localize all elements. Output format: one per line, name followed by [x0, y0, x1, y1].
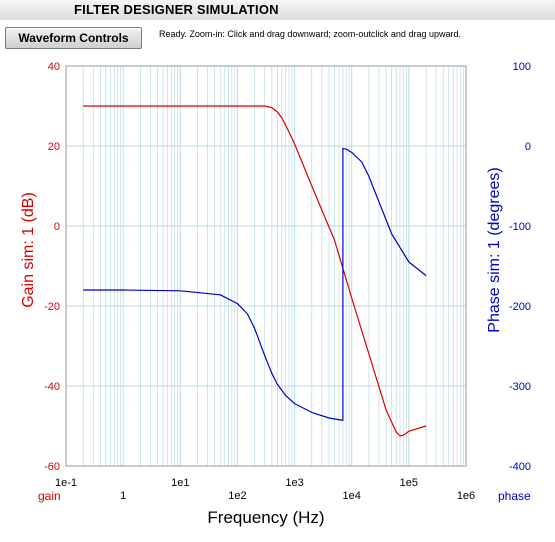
plot-frame	[65, 65, 467, 467]
title-bar: FILTER DESIGNER SIMULATION	[0, 0, 555, 21]
right-axis-label: Phase sim: 1 (degrees)	[486, 167, 503, 332]
waveform-controls-button[interactable]: Waveform Controls	[5, 27, 142, 49]
tick-labels: 1e-1 1 1e1 1e2 1e3 1e4 1e5 1e6 40 20 0 -20 -40 -60 100…	[44, 61, 531, 502]
x-tick-label: 1e5	[400, 477, 418, 489]
right-tick-label: -300	[509, 381, 531, 393]
plot-curves	[83, 105, 427, 437]
right-tick-label: 100	[513, 61, 531, 73]
left-tick-label: 40	[48, 61, 60, 73]
toolbar: Waveform Controls Ready. Zoom-in: Click …	[0, 20, 555, 54]
status-text: Ready. Zoom-in: Click and drag downward;…	[159, 29, 461, 39]
right-tick-label: 0	[525, 141, 531, 153]
x-axis-label: Frequency (Hz)	[207, 508, 324, 527]
x-tick-label: 1e2	[228, 490, 246, 502]
window-title: FILTER DESIGNER SIMULATION	[74, 2, 279, 17]
phase-curve	[83, 147, 427, 421]
left-tick-label: 20	[48, 141, 60, 153]
bode-plot[interactable]: 1e-1 1 1e1 1e2 1e3 1e4 1e5 1e6 40 20 0 -20 -40 -60 100…	[0, 54, 555, 542]
x-tick-label: 1	[120, 490, 126, 502]
right-tick-label: -200	[509, 301, 531, 313]
gain-axis-tag: gain	[38, 489, 61, 503]
plot-grid	[65, 65, 466, 467]
right-tick-label: -400	[509, 461, 531, 473]
right-tick-label: -100	[509, 221, 531, 233]
left-tick-label: -60	[44, 461, 60, 473]
x-tick-label: 1e4	[343, 490, 361, 502]
left-tick-label: 0	[54, 221, 60, 233]
x-tick-label: 1e3	[285, 477, 303, 489]
x-tick-label: 1e1	[171, 477, 189, 489]
left-tick-label: -40	[44, 381, 60, 393]
gain-curve	[83, 105, 427, 437]
x-tick-label: 1e6	[457, 490, 475, 502]
phase-axis-tag: phase	[498, 489, 531, 503]
left-tick-label: -20	[44, 301, 60, 313]
left-axis-label: Gain sim: 1 (dB)	[20, 192, 37, 308]
x-tick-label: 1e-1	[55, 477, 77, 489]
